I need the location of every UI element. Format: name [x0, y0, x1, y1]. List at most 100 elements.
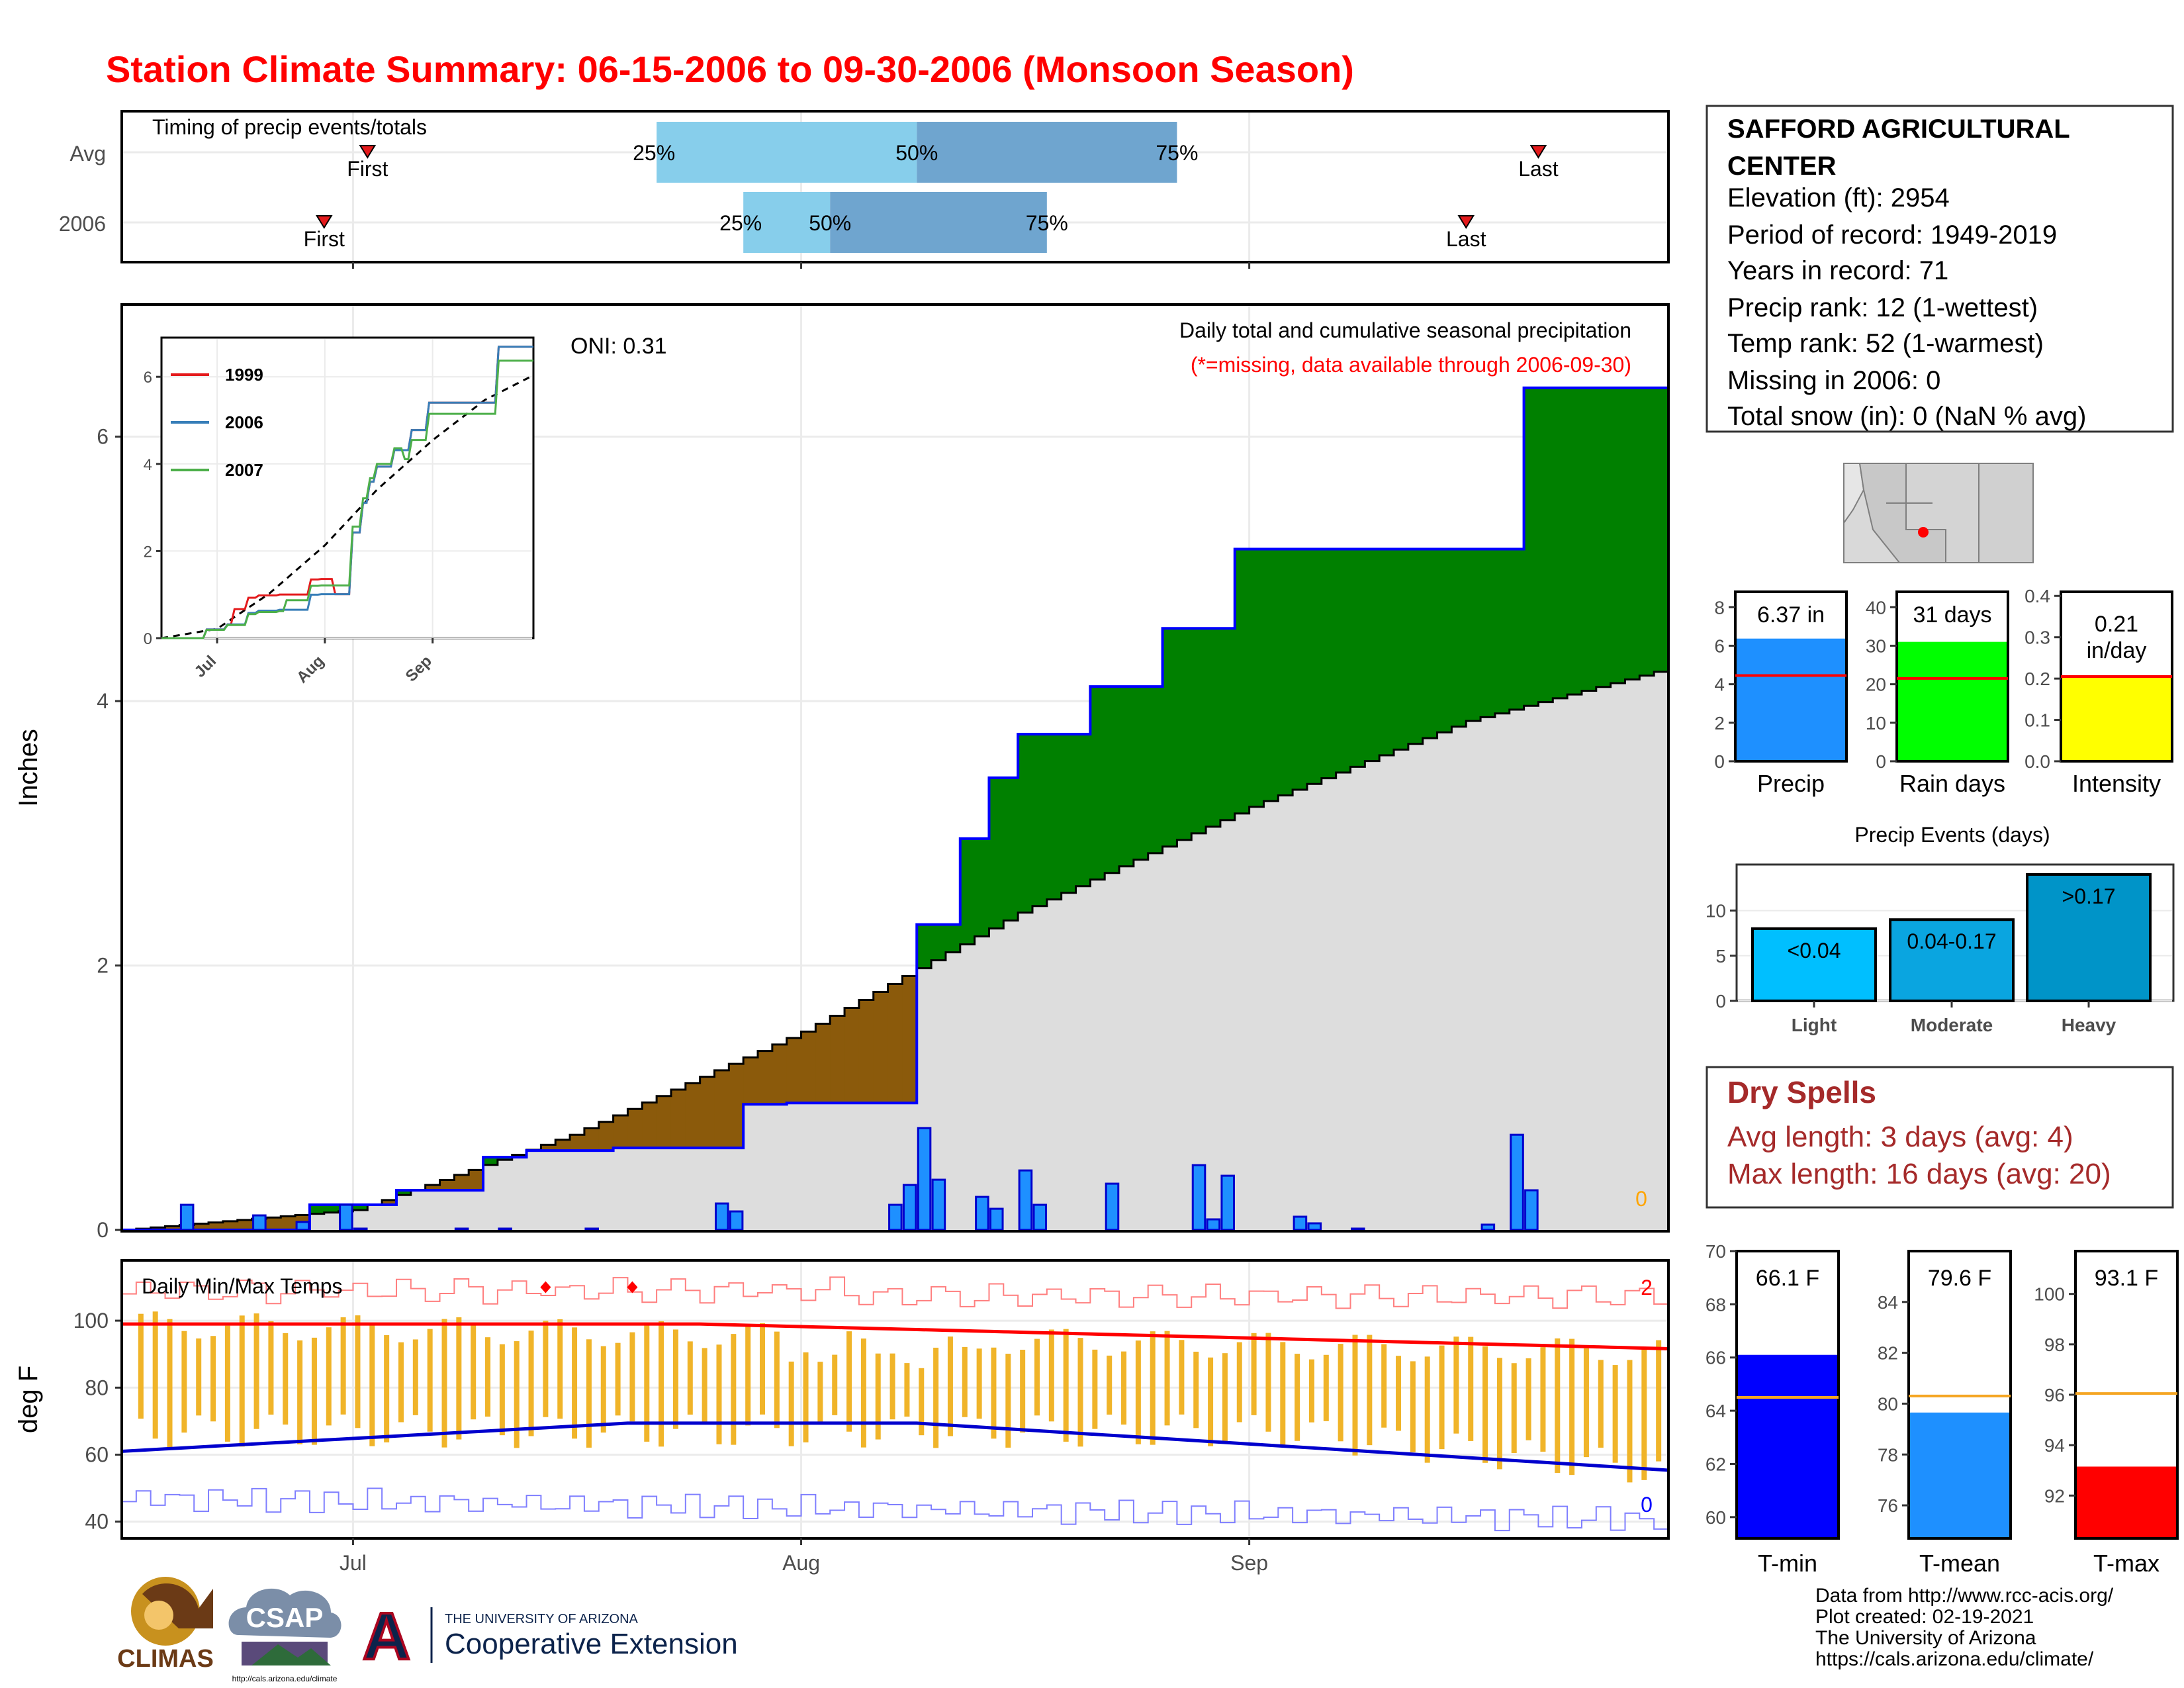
daily-temp-range-bar — [1107, 1355, 1113, 1415]
daily-temp-range-bar — [1627, 1360, 1633, 1483]
daily-temp-range-bar — [672, 1329, 678, 1429]
temp-y-tick-label: 62 — [1706, 1454, 1726, 1474]
ua-logo-small-text: THE UNIVERSITY OF ARIZONA — [445, 1612, 639, 1626]
daily-precip-bar — [1350, 1227, 1365, 1231]
summary-bar-value: 6.37 in — [1757, 602, 1825, 628]
below-average-area — [237, 1220, 253, 1230]
temperature-summary-bars: 60 62 64 66 68 70 66.1 F T-min 76 78 80 82 84 79.6 F T… — [1706, 1241, 2179, 1577]
daily-precip-bar — [1191, 1164, 1206, 1231]
summary-y-tick-label: 0.4 — [2025, 586, 2050, 606]
temps-y-tick-label: 40 — [85, 1510, 109, 1534]
temp-y-tick-label: 60 — [1706, 1507, 1726, 1528]
dry-spells-box: Dry Spells Avg length: 3 days (avg: 4) M… — [1706, 1066, 2174, 1209]
above-average-area — [1003, 777, 1019, 921]
timing-bar-50-75 — [917, 122, 1177, 183]
summary-bars: 0 2 4 6 8 6.37 in Precip 0 10 20 30 40 31 days Rain d… — [1714, 586, 2173, 797]
below-average-area — [815, 1023, 831, 1103]
precip-areas — [122, 386, 1670, 1231]
timing-bar-50-75 — [830, 192, 1047, 253]
precip-y-tick-label: 4 — [97, 689, 109, 713]
precip-y-tick-label: 0 — [97, 1218, 109, 1242]
timing-row-2006-label: 2006 — [59, 212, 106, 236]
temp-bar-fill — [1910, 1412, 2009, 1538]
timing-p50-label: 50% — [895, 141, 938, 165]
daily-temp-range-bar — [1308, 1359, 1314, 1423]
daily-temp-range-bar — [1569, 1338, 1575, 1476]
daily-temp-range-bar — [557, 1319, 563, 1419]
precip-event-bar-light — [1751, 927, 1877, 1003]
inset-y-tick-label: 0 — [144, 630, 152, 648]
daily-temp-range-bar — [326, 1327, 332, 1426]
above-average-area — [1408, 549, 1424, 744]
footer-university: The University of Arizona — [1815, 1627, 2036, 1649]
below-average-area — [700, 1076, 715, 1149]
daily-precip-bar — [1220, 1174, 1235, 1231]
summary-y-tick-label: 10 — [1866, 713, 1886, 733]
precip-event-category-label: Moderate — [1911, 1015, 1993, 1035]
last-event-marker — [1529, 145, 1547, 159]
summary-bar-value-unit: in/day — [2087, 638, 2147, 663]
below-average-area — [642, 1102, 657, 1149]
temps-y-tick-label: 100 — [73, 1309, 109, 1333]
temp-bar-t-max: 92 94 96 98 100 93.1 F T-max — [2034, 1250, 2179, 1577]
above-average-area — [1263, 549, 1279, 802]
daily-temp-range-bar — [760, 1323, 766, 1415]
above-average-area — [1090, 686, 1105, 880]
below-average-area — [844, 1008, 860, 1103]
summary-y-tick-label: 0 — [1876, 751, 1886, 772]
daily-precip-bar — [888, 1203, 903, 1231]
station-snow: Total snow (in): 0 (NaN % avg) — [1727, 402, 2086, 431]
daily-temp-range-bar — [586, 1339, 592, 1448]
daily-temp-range-bar — [817, 1362, 823, 1423]
daily-temp-range-bar — [774, 1331, 780, 1429]
average-min-temp-line — [121, 1421, 1669, 1472]
daily-temp-range-bar — [1034, 1338, 1040, 1416]
above-average-area — [1654, 387, 1669, 672]
summary-bar-value: 0.21 — [2095, 612, 2138, 637]
daily-temp-range-bar — [239, 1315, 245, 1447]
summary-bar-precip: 0 2 4 6 8 6.37 in Precip — [1714, 590, 1848, 797]
daily-temp-range-bar — [875, 1353, 881, 1440]
summary-bar-rain-days: 0 10 20 30 40 31 days Rain days — [1866, 590, 2009, 797]
daily-temp-range-bar — [427, 1329, 433, 1432]
timing-p75-label: 75% — [1026, 211, 1068, 235]
daily-temp-range-bar — [398, 1342, 404, 1423]
below-average-area — [670, 1090, 686, 1149]
record-low-line — [122, 1487, 1668, 1532]
temp-bar-outline — [1735, 1250, 1840, 1540]
x-axis-tick-label: Sep — [1230, 1551, 1268, 1575]
summary-bar-value: 31 days — [1913, 602, 1991, 628]
daily-temp-range-bar — [947, 1336, 953, 1436]
daily-temp-range-bar — [1540, 1347, 1546, 1452]
below-average-area — [685, 1083, 701, 1149]
average-max-temp-line — [122, 1322, 1669, 1350]
daily-temp-range-bar — [1150, 1331, 1156, 1445]
station-temp-rank: Temp rank: 52 (1-warmest) — [1727, 329, 2044, 358]
daily-precip-bar — [179, 1203, 195, 1231]
below-average-area — [772, 1044, 788, 1105]
below-average-area — [208, 1222, 224, 1230]
precip-panel: 0 2 4 6 Inches ONI: 0.31 Daily total and cu… — [14, 303, 1670, 1242]
above-average-area — [1234, 549, 1250, 814]
below-average-area — [454, 1174, 469, 1191]
above-average-area — [1278, 549, 1293, 796]
temp-y-tick-label: 66 — [1706, 1348, 1726, 1368]
below-average-area — [382, 1199, 397, 1205]
daily-temp-range-bar — [991, 1347, 997, 1439]
temps-content: 40 60 80 100 — [73, 1262, 1669, 1537]
daily-temp-range-bar — [369, 1323, 375, 1446]
above-average-area — [1148, 686, 1163, 853]
daily-temp-range-bar — [1135, 1340, 1141, 1444]
station-elevation: Elevation (ft): 2954 — [1727, 183, 1950, 212]
temp-bar-value: 79.6 F — [1928, 1266, 1991, 1291]
station-name-line1: SAFFORD AGRICULTURAL — [1727, 115, 2070, 144]
daily-temp-range-bar — [1280, 1342, 1286, 1448]
above-average-area — [1206, 628, 1221, 827]
above-average-area — [1133, 686, 1149, 860]
summary-y-tick-label: 0.0 — [2025, 751, 2050, 772]
summary-bar-label: Rain days — [1899, 770, 2005, 797]
daily-temp-range-bar — [471, 1325, 477, 1420]
precip-y-tick-label: 2 — [97, 954, 109, 978]
